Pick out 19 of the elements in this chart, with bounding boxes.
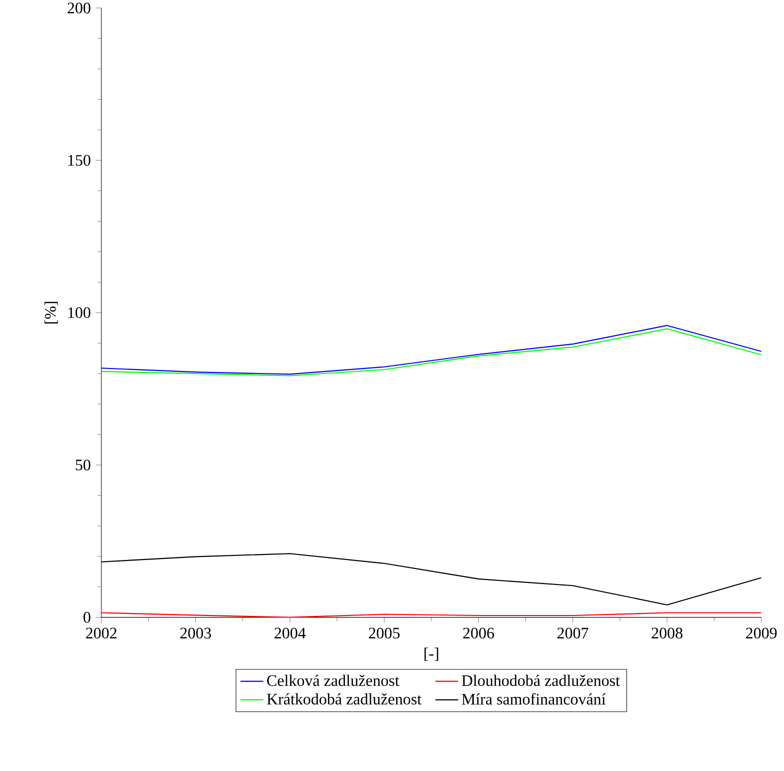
legend-label: Dlouhodobá zadluženost <box>462 674 620 686</box>
x-tick-label: 2006 <box>463 628 494 639</box>
x-axis-title: [-] <box>424 648 438 662</box>
x-tick-label: 2005 <box>368 628 400 639</box>
y-axis-title: [%] <box>44 302 58 324</box>
legend-label: Celková zadluženost <box>267 674 400 686</box>
legend-label: Míra samofinancování <box>462 693 606 705</box>
y-tick-label: 0 <box>84 612 90 623</box>
y-tick-label: 50 <box>76 460 90 471</box>
x-tick-label: 2004 <box>274 628 306 639</box>
legend-label: Krátkodobá zadluženost <box>266 693 422 705</box>
y-tick-label: 200 <box>68 2 90 14</box>
x-tick-label: 2009 <box>746 628 777 639</box>
x-tick-label: 2002 <box>86 628 116 639</box>
x-tick-label: 2003 <box>180 628 212 639</box>
y-tick-label: 100 <box>68 307 90 318</box>
y-tick-label: 150 <box>68 155 90 166</box>
x-tick-label: 2007 <box>557 628 588 639</box>
x-tick-label: 2008 <box>652 628 682 639</box>
